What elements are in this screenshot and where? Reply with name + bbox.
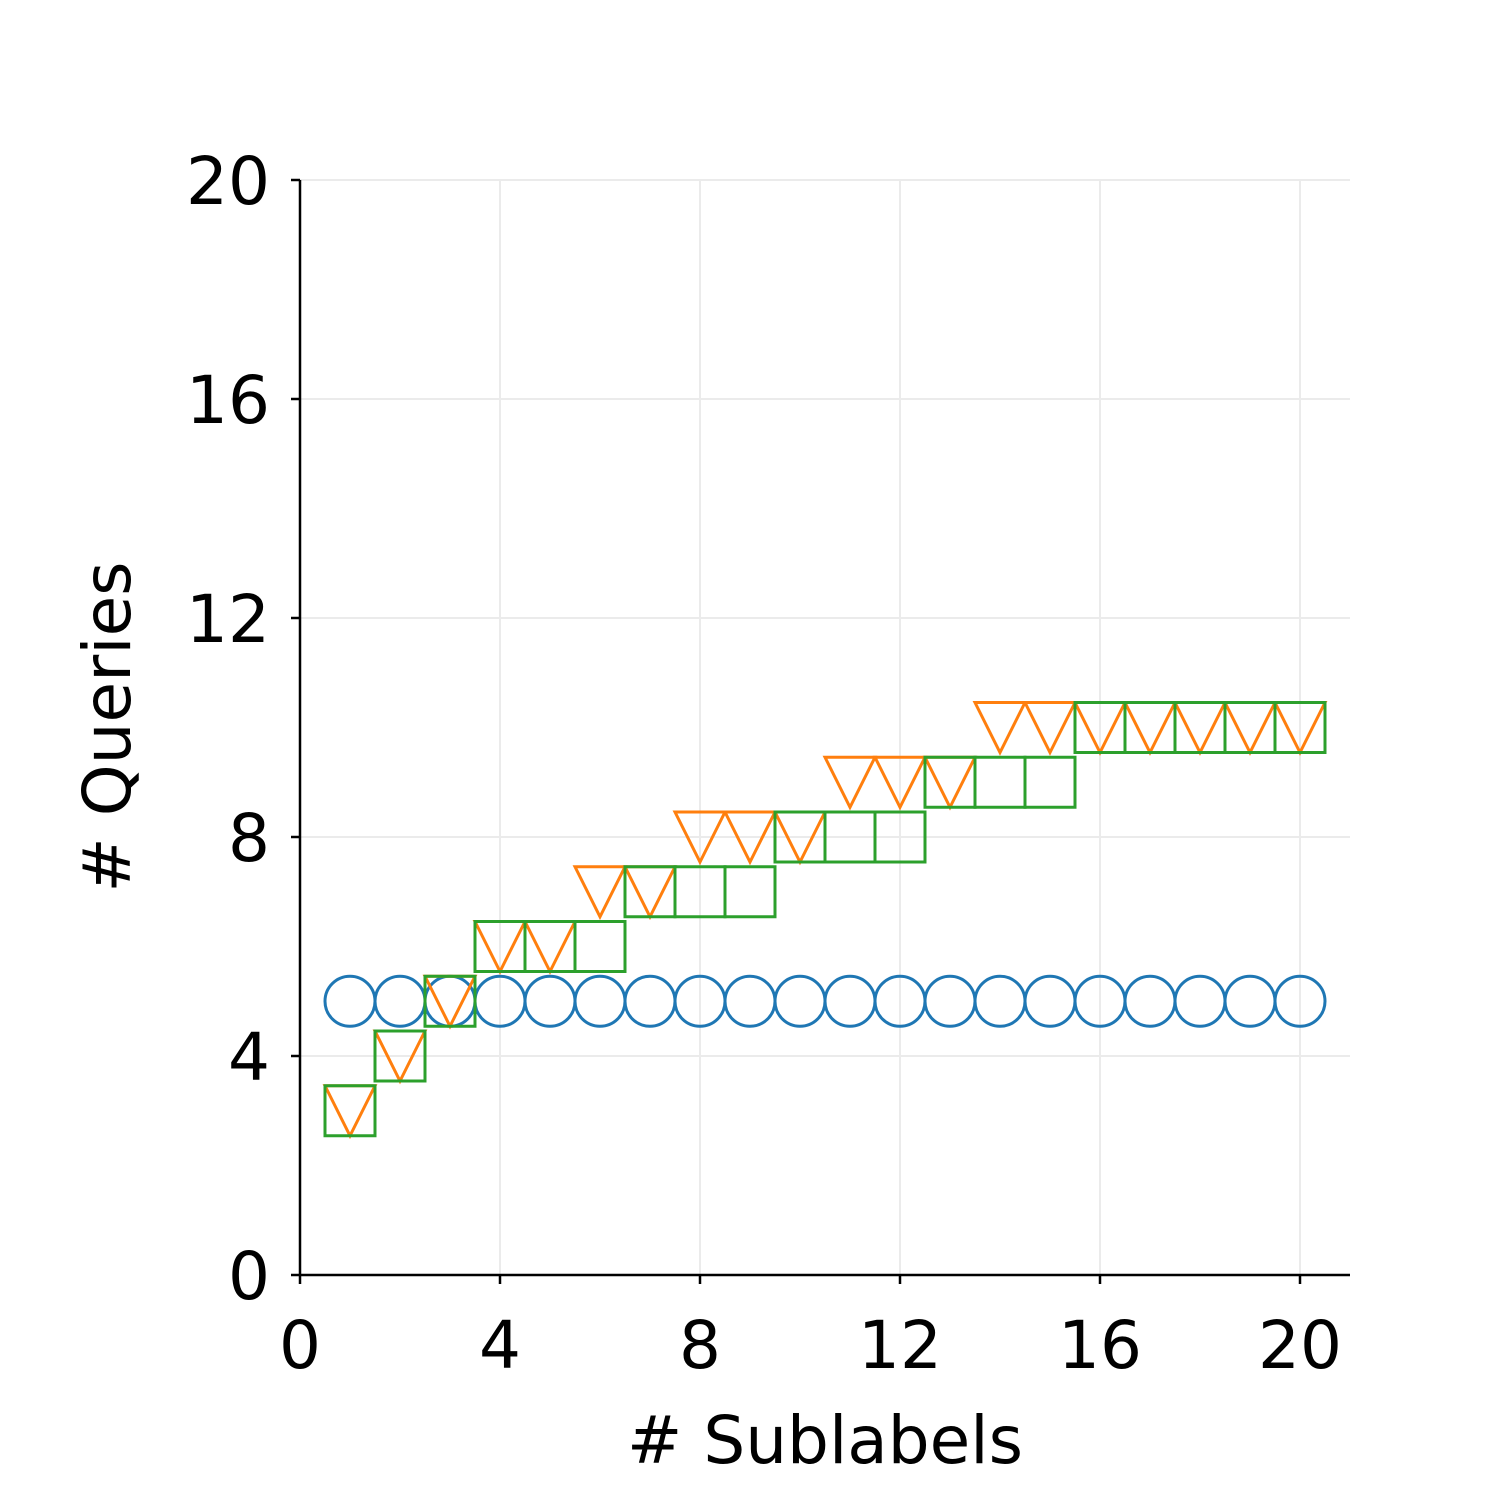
circle-marker	[773, 974, 827, 1028]
x-tick-label: 20	[1258, 1307, 1342, 1384]
series-triangle-down	[322, 701, 1328, 1140]
square-marker	[423, 974, 477, 1028]
circle-marker	[523, 974, 577, 1028]
circle-marker	[573, 974, 627, 1028]
square-marker	[923, 755, 977, 809]
y-axis-label: # Queries	[69, 561, 146, 892]
circle-marker	[623, 974, 677, 1028]
square-marker	[1173, 701, 1227, 754]
triangle-down-marker	[872, 755, 928, 811]
square-marker	[573, 920, 627, 973]
circle-marker	[1223, 974, 1277, 1028]
square-marker	[323, 1084, 377, 1138]
x-tick-label: 16	[1058, 1307, 1142, 1384]
triangle-down-marker	[972, 701, 1028, 756]
square-marker	[973, 755, 1027, 809]
x-axis-label: # Sublabels	[627, 1402, 1023, 1479]
axes	[298, 180, 1350, 1277]
circle-marker	[423, 974, 477, 1028]
triangle-down-marker	[572, 865, 628, 921]
y-tick-label: 12	[186, 581, 270, 658]
y-tick-label: 20	[186, 143, 270, 220]
triangle-down-marker	[672, 810, 728, 866]
circle-marker	[373, 974, 427, 1028]
triangle-down-marker	[1172, 701, 1228, 756]
grid	[299, 179, 1350, 1276]
triangle-down-marker	[522, 920, 578, 975]
triangle-down-marker	[622, 865, 678, 921]
series-square	[323, 701, 1327, 1138]
ticks: 0 4 8 12 16 20 0 4 8 12 16 20	[186, 143, 1342, 1384]
y-tick-label: 0	[228, 1238, 270, 1315]
y-tick-label: 8	[228, 800, 270, 877]
triangle-down-marker	[722, 810, 778, 866]
circle-marker	[1173, 974, 1227, 1028]
triangle-down-marker	[322, 1084, 378, 1140]
y-tick-label: 4	[228, 1019, 270, 1096]
circle-marker	[323, 974, 377, 1028]
circle-marker	[823, 974, 877, 1028]
x-tick-label: 0	[279, 1307, 321, 1384]
circle-marker	[1273, 974, 1327, 1028]
plot-area	[322, 701, 1328, 1140]
square-marker	[373, 1029, 427, 1083]
circle-marker	[1023, 974, 1077, 1028]
square-marker	[623, 865, 677, 919]
x-tick-label: 8	[679, 1307, 721, 1384]
square-marker	[1273, 701, 1327, 754]
square-marker	[523, 920, 577, 973]
square-marker	[1023, 755, 1077, 809]
square-marker	[1123, 701, 1177, 754]
circle-marker	[973, 974, 1027, 1028]
circle-marker	[1123, 974, 1177, 1028]
y-tick-label: 16	[186, 362, 270, 439]
x-tick-label: 12	[858, 1307, 942, 1384]
square-marker	[1223, 701, 1277, 754]
square-marker	[873, 810, 927, 864]
x-tick-label: 4	[479, 1307, 521, 1384]
circle-marker	[923, 974, 977, 1028]
square-marker	[723, 865, 777, 919]
triangle-down-marker	[822, 755, 878, 811]
circle-marker	[723, 974, 777, 1028]
triangle-down-marker	[1022, 701, 1078, 756]
triangle-down-marker	[1122, 701, 1178, 756]
triangle-down-marker	[1222, 701, 1278, 756]
triangle-down-marker	[922, 755, 978, 811]
